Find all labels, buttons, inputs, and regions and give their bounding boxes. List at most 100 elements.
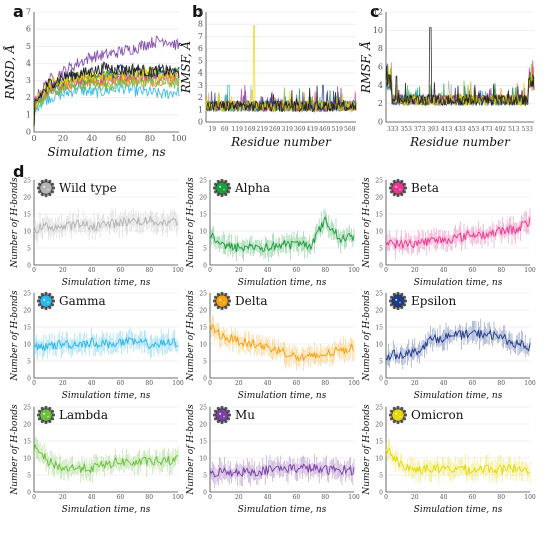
- y-tick-label: 8: [198, 20, 203, 29]
- x-tick-label: 569: [344, 126, 356, 133]
- x-tick-label: 169: [244, 126, 256, 133]
- y-tick-label: 0: [203, 490, 207, 497]
- x-tick-label: 100: [348, 267, 360, 274]
- y-tick-label: 20: [23, 308, 31, 315]
- hbond-series-line: [33, 336, 179, 351]
- y-tick-label: 0: [379, 376, 383, 383]
- x-tick-label: 80: [145, 494, 153, 501]
- variant-label: Omicron: [411, 408, 464, 422]
- y-tick-label: 10: [23, 342, 31, 349]
- y-tick-label: 10: [199, 456, 207, 463]
- axis-frame: [385, 180, 530, 266]
- axis-frame: [209, 180, 354, 266]
- x-tick-label: 469: [319, 126, 331, 133]
- x-tick-label: 69: [221, 126, 229, 133]
- x-tick-label: 60: [469, 380, 477, 387]
- rmsf-series-line: [205, 85, 357, 113]
- x-tick-label: 0: [31, 134, 36, 143]
- y-tick-label: 20: [199, 422, 207, 429]
- y-tick-label: 10: [23, 456, 31, 463]
- rmsf-panel-full: 0 1 2 3 4 5 6 7 8 9 19 69 119 169 219 269 319 369 419 469 51…: [178, 8, 357, 149]
- y-tick-label: 12: [373, 8, 383, 17]
- rmsf-series-line: [385, 27, 535, 107]
- x-tick-label: 40: [88, 380, 96, 387]
- y-tick-label: 10: [375, 456, 383, 463]
- x-axis-title: Residue number: [409, 135, 511, 149]
- y-tick-label: 20: [23, 195, 31, 202]
- y-tick-label: 5: [26, 42, 31, 51]
- x-tick-label: 0: [384, 267, 388, 274]
- x-tick-label: 20: [411, 380, 419, 387]
- y-tick-label: 25: [23, 178, 31, 185]
- y-tick-label: 10: [375, 342, 383, 349]
- variant-label: Wild type: [59, 181, 117, 195]
- y-tick-label: 15: [199, 212, 207, 219]
- x-tick-label: 60: [293, 494, 301, 501]
- x-tick-label: 80: [497, 267, 505, 274]
- y-tick-label: 0: [379, 263, 383, 270]
- x-tick-label: 100: [524, 380, 536, 387]
- y-tick-label: 1: [198, 105, 203, 114]
- x-tick-label: 20: [59, 380, 67, 387]
- x-tick-label: 40: [440, 267, 448, 274]
- y-tick-label: 15: [375, 439, 383, 446]
- hbond-subplot: 0 5 10 15 20 25 0 20 40 60 80 100 Simulation time, n…: [10, 290, 184, 401]
- x-tick-label: 100: [348, 494, 360, 501]
- x-tick-label: 0: [32, 494, 36, 501]
- x-tick-label: 19: [208, 126, 216, 133]
- x-tick-label: 319: [282, 126, 294, 133]
- panel-letter-b: b: [192, 2, 203, 21]
- y-tick-label: 15: [375, 325, 383, 332]
- y-tick-label: 5: [27, 473, 31, 480]
- y-tick-label: 20: [375, 195, 383, 202]
- axis-frame: [33, 12, 179, 133]
- axis-frame: [33, 180, 178, 266]
- x-tick-label: 60: [469, 267, 477, 274]
- y-tick-label: 3: [26, 76, 31, 85]
- virus-icon: [388, 178, 408, 198]
- x-tick-label: 40: [440, 494, 448, 501]
- y-axis-title: Number of H-bonds: [186, 177, 196, 269]
- hbond-series-line: [209, 215, 355, 253]
- x-tick-label: 40: [264, 380, 272, 387]
- hbond-series-line: [209, 322, 355, 362]
- x-tick-label: 100: [172, 494, 184, 501]
- y-tick-label: 20: [199, 308, 207, 315]
- y-tick-label: 6: [378, 63, 383, 72]
- x-tick-label: 473: [481, 126, 493, 133]
- axis-frame: [33, 293, 178, 379]
- panel-letter-d: d: [13, 162, 24, 181]
- x-tick-label: 20: [411, 494, 419, 501]
- variant-label: Gamma: [59, 294, 106, 308]
- x-tick-label: 492: [495, 126, 507, 133]
- x-tick-label: 80: [145, 380, 153, 387]
- virus-icon: [36, 405, 56, 425]
- x-tick-label: 40: [264, 267, 272, 274]
- y-tick-label: 0: [379, 490, 383, 497]
- hbond-subplot: 0 5 10 15 20 25 0 20 40 60 80 100 Simulation time, n…: [10, 404, 184, 515]
- x-tick-label: 119: [232, 126, 244, 133]
- variant-label: Mu: [235, 408, 255, 422]
- y-tick-label: 5: [379, 246, 383, 253]
- x-tick-label: 373: [414, 126, 426, 133]
- y-tick-label: 25: [23, 405, 31, 412]
- variant-label: Delta: [235, 294, 268, 308]
- variant-label: Lambda: [59, 408, 108, 422]
- variant-label: Alpha: [234, 181, 270, 195]
- rmsd-series-line: [33, 75, 180, 127]
- hbond-subplot: 0 5 10 15 20 25 0 20 40 60 80 100 Simulation time, n…: [362, 290, 536, 401]
- x-axis-title: Simulation time, ns: [62, 278, 151, 288]
- y-tick-label: 0: [378, 118, 383, 127]
- y-tick-label: 5: [27, 359, 31, 366]
- hbond-subplot: 0 5 10 15 20 25 0 20 40 60 80 100 Simulation time, n…: [362, 177, 536, 288]
- y-tick-label: 9: [198, 8, 203, 17]
- x-tick-label: 433: [454, 126, 466, 133]
- y-tick-label: 10: [375, 229, 383, 236]
- x-tick-label: 513: [508, 126, 520, 133]
- hbond-subplot: 0 5 10 15 20 25 0 20 40 60 80 100 Simulation time, n…: [10, 177, 184, 288]
- y-tick-label: 20: [199, 195, 207, 202]
- y-tick-label: 5: [203, 359, 207, 366]
- y-tick-label: 15: [199, 439, 207, 446]
- x-tick-label: 0: [208, 380, 212, 387]
